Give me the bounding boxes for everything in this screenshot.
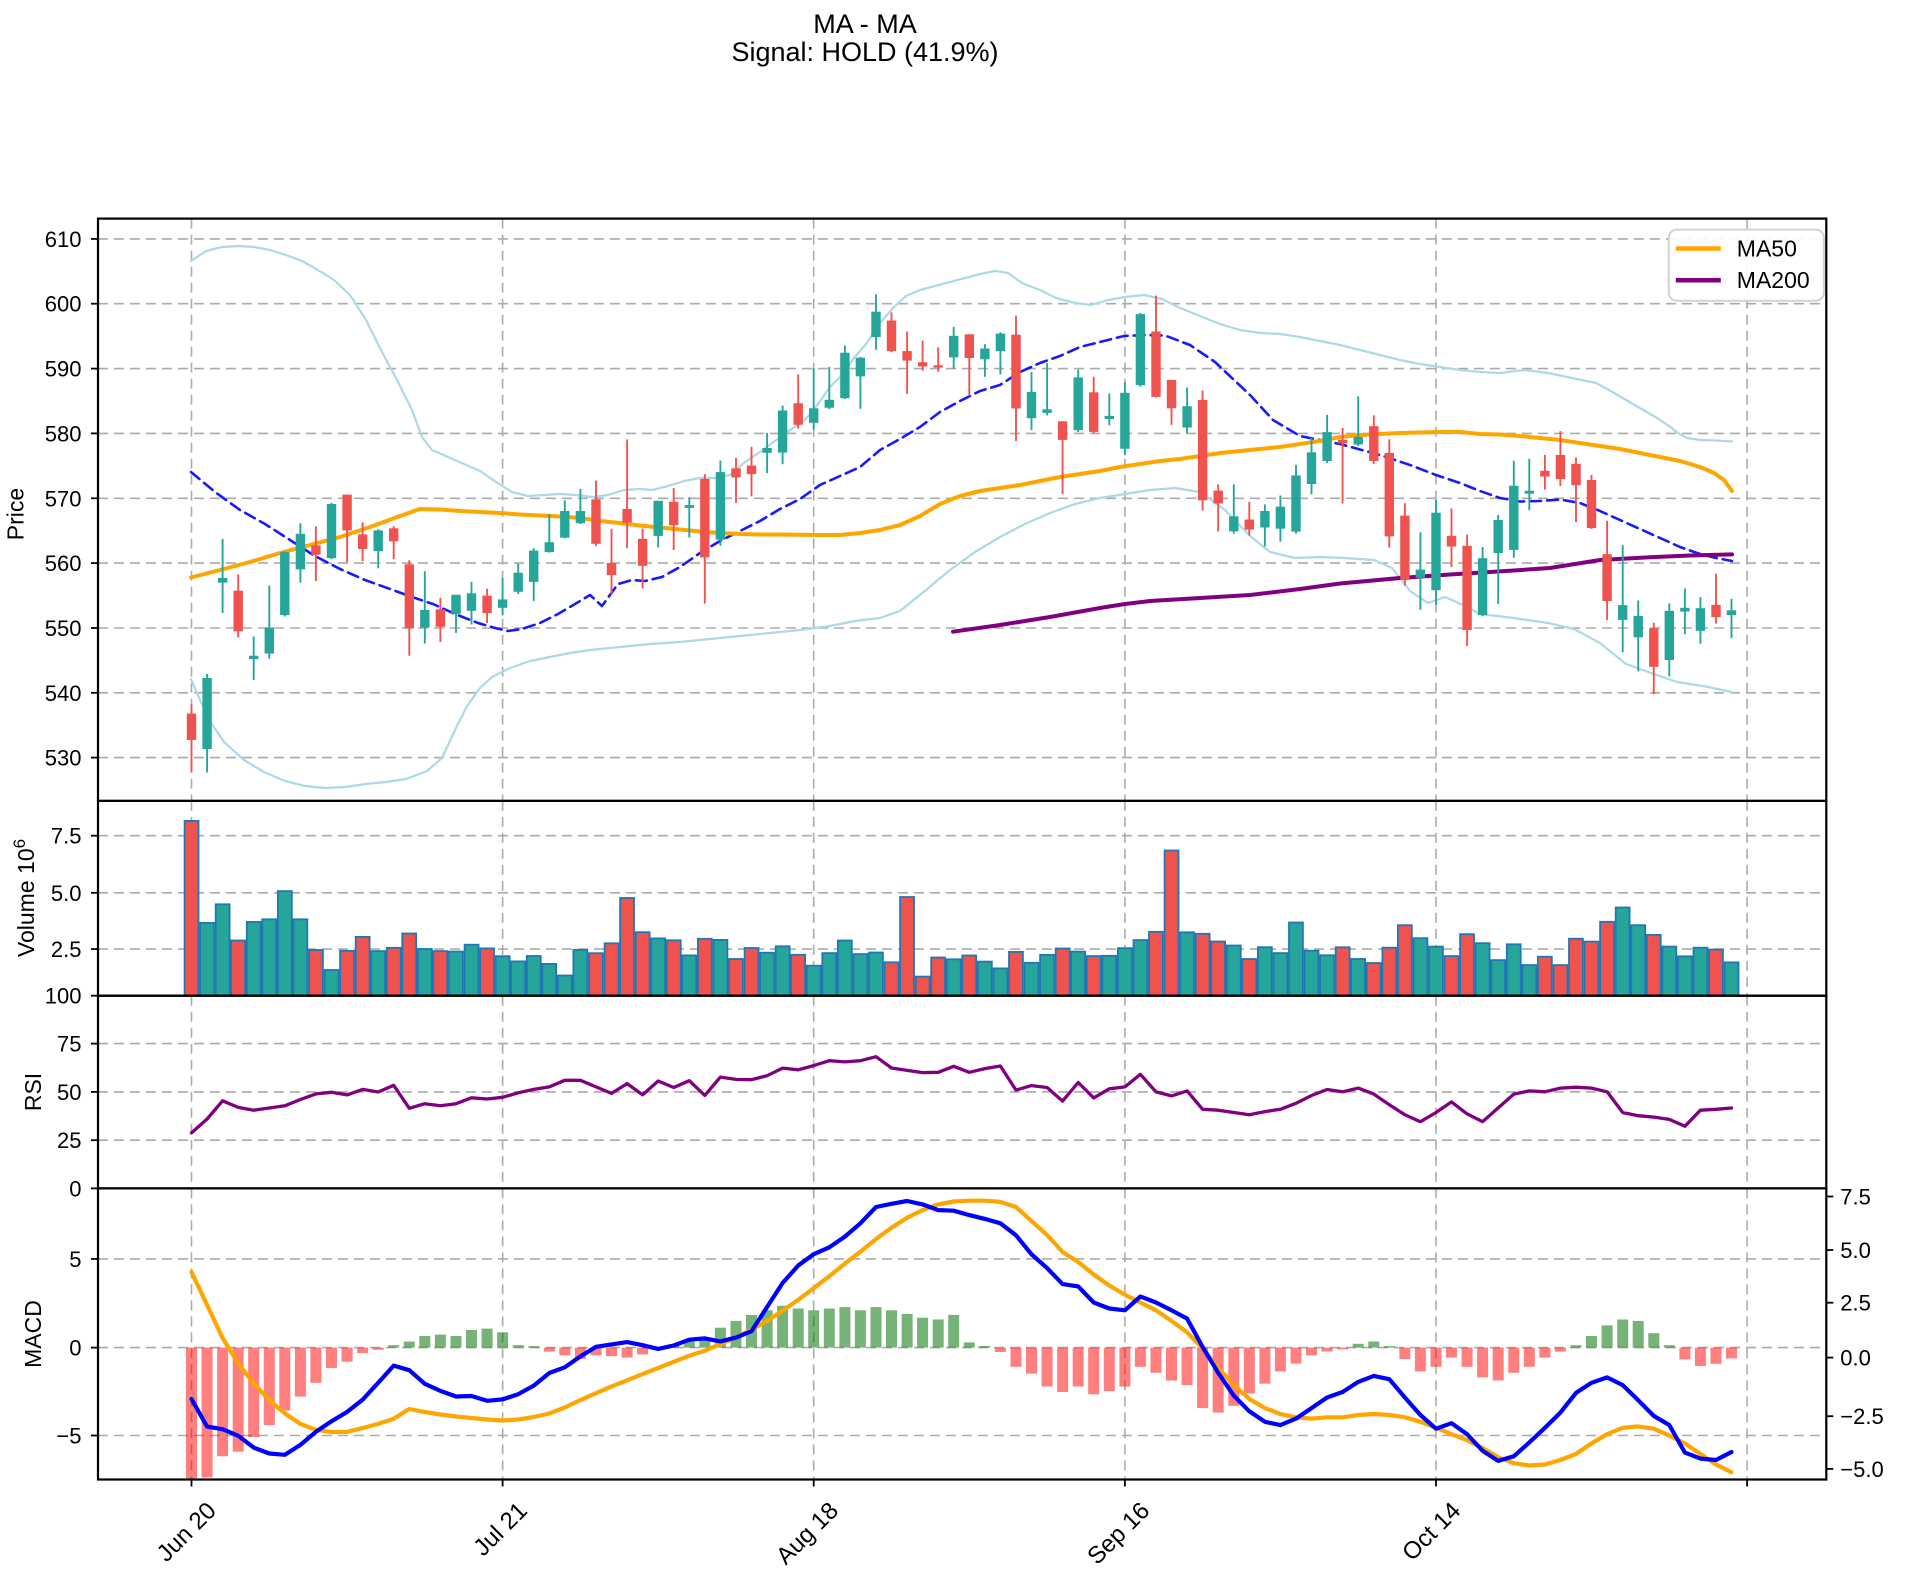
- svg-text:600: 600: [45, 292, 82, 317]
- svg-text:570: 570: [45, 486, 82, 511]
- svg-text:0: 0: [69, 1336, 81, 1361]
- svg-text:MACD: MACD: [20, 1300, 46, 1368]
- svg-text:−2.5: −2.5: [1840, 1404, 1883, 1429]
- svg-text:MA200: MA200: [1737, 267, 1810, 293]
- svg-text:75: 75: [57, 1032, 81, 1057]
- svg-text:580: 580: [45, 421, 82, 446]
- svg-text:MA50: MA50: [1737, 236, 1797, 262]
- svg-text:550: 550: [45, 616, 82, 641]
- svg-text:5: 5: [69, 1247, 81, 1272]
- svg-text:0: 0: [69, 1176, 81, 1201]
- svg-text:590: 590: [45, 357, 82, 382]
- svg-text:100: 100: [45, 984, 82, 1009]
- svg-text:5.0: 5.0: [51, 881, 82, 906]
- svg-text:7.5: 7.5: [51, 824, 82, 849]
- svg-text:Price: Price: [3, 488, 29, 540]
- svg-text:0.0: 0.0: [1840, 1346, 1871, 1371]
- svg-text:5.0: 5.0: [1840, 1238, 1871, 1263]
- svg-text:7.5: 7.5: [1840, 1185, 1871, 1210]
- svg-text:−5: −5: [56, 1424, 81, 1449]
- svg-text:560: 560: [45, 551, 82, 576]
- svg-text:RSI: RSI: [20, 1073, 46, 1111]
- svg-text:Volume 106: Volume 106: [10, 839, 39, 957]
- svg-text:540: 540: [45, 681, 82, 706]
- svg-text:−5.0: −5.0: [1840, 1457, 1883, 1482]
- svg-text:2.5: 2.5: [51, 937, 82, 962]
- svg-text:MA - MA: MA - MA: [813, 9, 917, 39]
- svg-text:50: 50: [57, 1080, 81, 1105]
- svg-text:530: 530: [45, 746, 82, 771]
- svg-text:610: 610: [45, 227, 82, 252]
- svg-text:2.5: 2.5: [1840, 1291, 1871, 1316]
- svg-text:25: 25: [57, 1128, 81, 1153]
- svg-text:Signal: HOLD (41.9%): Signal: HOLD (41.9%): [731, 37, 998, 67]
